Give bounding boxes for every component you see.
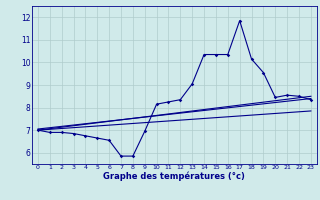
X-axis label: Graphe des températures (°c): Graphe des températures (°c) [103,172,245,181]
